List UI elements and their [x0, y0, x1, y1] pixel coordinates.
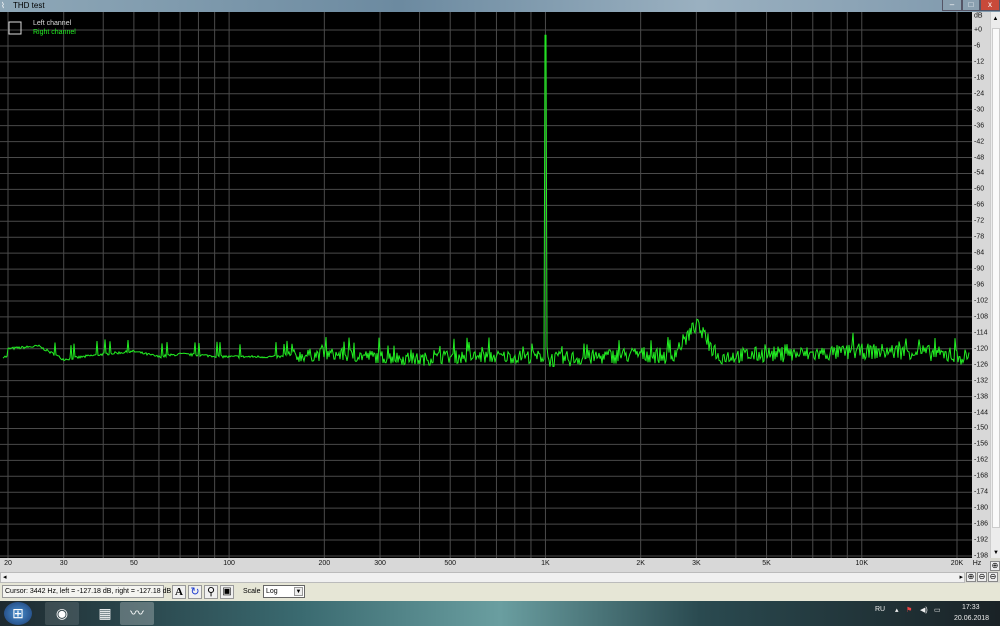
vertical-scrollbar[interactable]: ▲ ▼ — [990, 12, 1000, 558]
y-tick-label: -66 — [974, 201, 985, 209]
y-tick-label: -60 — [974, 185, 985, 193]
y-unit-label: dB — [974, 12, 983, 20]
status-panel: Cursor: 3442 Hz, left = -127.18 dB, righ… — [0, 583, 1000, 601]
title-bar: ⌇ THD test – □ x — [0, 0, 1000, 12]
network-icon[interactable]: ▭ — [934, 607, 941, 614]
y-tick-label: -102 — [974, 297, 989, 305]
y-axis: dB +0 -6 -12 -18 -24 -30 -36 -42 -48 -54 -60 -66 -72… — [972, 12, 990, 560]
clock-date[interactable]: 20.06.2018 — [954, 615, 990, 622]
y-tick-label: -90 — [974, 265, 985, 273]
zoom-out-x-icon[interactable]: ⊖ — [977, 572, 987, 582]
cursor-readout: Cursor: 3442 Hz, left = -127.18 dB, righ… — [2, 585, 171, 598]
app-waveform-icon: ⌇ — [1, 1, 5, 10]
y-tick-label: -72 — [974, 217, 985, 225]
y-tick-label: -96 — [974, 281, 985, 289]
y-tick-label: +0 — [974, 26, 982, 34]
scale-label: Scale — [243, 588, 261, 595]
font-icon[interactable]: A — [172, 585, 186, 599]
scroll-up-arrow-icon[interactable]: ▲ — [992, 16, 999, 22]
x-tick-label: 50 — [129, 560, 138, 567]
x-tick-label: 30 — [59, 560, 68, 567]
y-tick-label: -54 — [974, 169, 985, 177]
scroll-left-arrow-icon[interactable]: ◂ — [3, 574, 7, 581]
scroll-down-arrow-icon[interactable]: ▼ — [993, 550, 999, 556]
y-tick-label: -120 — [974, 345, 989, 353]
y-tick-label: -12 — [974, 58, 985, 66]
x-tick-label: 10K — [855, 560, 868, 567]
y-tick-label: -78 — [974, 233, 985, 241]
y-tick-label: -132 — [974, 377, 989, 385]
chevron-down-icon[interactable]: ▼ — [294, 587, 303, 596]
scale-select[interactable]: Log ▼ — [263, 585, 305, 598]
x-axis: Hz 20 30 50 100 200 300 500 1K 2K 3K 5K 10K 20K — [0, 558, 990, 572]
thd-app-taskbar-icon[interactable]: 〰 — [120, 602, 154, 625]
maximize-button[interactable]: □ — [962, 0, 980, 11]
y-tick-label: -168 — [974, 472, 989, 480]
legend-right-channel: Right channel — [33, 29, 76, 36]
y-tick-label: -36 — [974, 122, 985, 130]
zoom-in-y-icon[interactable]: ⊕ — [990, 561, 1000, 571]
legend-toggle-icon[interactable] — [8, 21, 22, 35]
x-tick-label: 20K — [950, 560, 964, 567]
language-indicator[interactable]: RU — [875, 606, 886, 613]
y-tick-label: -108 — [974, 313, 989, 321]
scale-value: Log — [266, 588, 278, 595]
x-tick-label: 300 — [374, 560, 386, 567]
y-tick-label: -114 — [974, 329, 988, 337]
y-tick-label: -192 — [974, 536, 989, 544]
tray-expand-icon[interactable]: ▴ — [895, 607, 899, 614]
spectrum-plot[interactable]: Left channel Right channel — [0, 12, 972, 558]
zoom-reset-icon[interactable]: ⊖ — [988, 572, 998, 582]
close-button[interactable]: x — [980, 0, 1000, 11]
legend-left-channel: Left channel — [33, 20, 72, 27]
y-tick-label: -42 — [974, 138, 985, 146]
y-tick-label: -18 — [974, 74, 985, 82]
zoom-in-x-icon[interactable]: ⊕ — [966, 572, 976, 582]
action-center-flag-icon[interactable]: ⚑ — [906, 607, 913, 614]
y-tick-label: -186 — [974, 520, 989, 528]
refresh-icon[interactable]: ↻ — [188, 585, 202, 599]
x-tick-label: 200 — [318, 560, 331, 567]
horizontal-scrollbar[interactable]: ◂ ▸ — [0, 572, 965, 583]
y-tick-label: -198 — [974, 552, 989, 560]
taskbar: ⊞ ◉ ▦ 〰 RU ▴ ⚑ ◀) ▭ 17:33 20.06.2018 — [0, 601, 1000, 626]
x-tick-label: 5K — [762, 560, 771, 567]
x-unit-label: Hz — [972, 560, 982, 567]
y-tick-label: -174 — [974, 488, 989, 496]
x-tick-label: 2K — [636, 560, 645, 567]
volume-icon[interactable]: ◀) — [920, 607, 928, 614]
y-tick-label: -144 — [974, 409, 989, 417]
y-tick-label: -180 — [974, 504, 989, 512]
save-icon[interactable]: ▣ — [220, 585, 234, 599]
start-button[interactable]: ⊞ — [4, 602, 32, 625]
y-tick-label: -6 — [974, 42, 981, 50]
y-tick-label: -48 — [974, 154, 985, 161]
minimize-button[interactable]: – — [942, 0, 962, 11]
y-tick-label: -24 — [974, 90, 985, 98]
mixer-taskbar-icon[interactable]: ▦ — [98, 605, 112, 621]
clock-time[interactable]: 17:33 — [962, 604, 980, 611]
y-tick-label: -150 — [974, 424, 989, 432]
x-tick-label: 3K — [692, 560, 701, 567]
y-tick-label: -84 — [974, 249, 985, 257]
y-tick-label: -30 — [974, 106, 985, 114]
window-title: THD test — [13, 1, 45, 10]
y-tick-label: -138 — [974, 393, 989, 401]
x-tick-label: 500 — [444, 560, 457, 567]
settings-wrench-icon[interactable]: ⚲ — [204, 585, 218, 599]
scroll-right-arrow-icon[interactable]: ▸ — [959, 574, 963, 581]
x-tick-label: 1K — [541, 560, 550, 567]
y-tick-label: -126 — [974, 361, 989, 369]
chrome-taskbar-icon[interactable]: ◉ — [45, 602, 79, 625]
x-tick-label: 100 — [223, 560, 235, 567]
scroll-thumb[interactable] — [992, 28, 1000, 528]
x-tick-label: 20 — [4, 560, 12, 567]
y-tick-label: -162 — [974, 456, 989, 464]
y-tick-label: -156 — [974, 440, 989, 448]
right-channel-trace — [2, 34, 970, 368]
